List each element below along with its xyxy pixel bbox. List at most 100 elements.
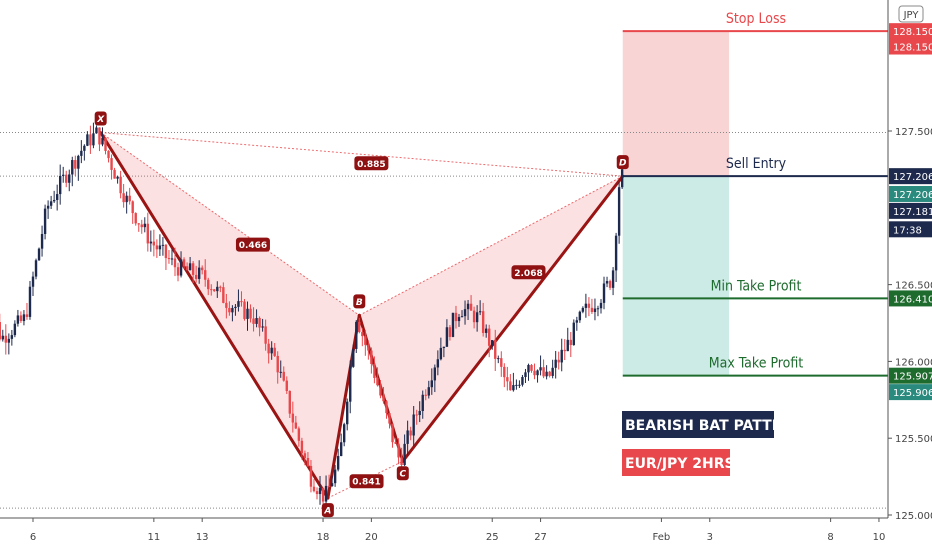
- ratio-label: 2.068: [514, 269, 542, 279]
- candle-body: [572, 322, 576, 346]
- axis-value-tag: [889, 290, 932, 307]
- candle-body: [512, 385, 515, 391]
- candle-body: [37, 248, 41, 261]
- price-tick-label: 125.500: [895, 434, 932, 445]
- candle-body: [104, 137, 107, 151]
- time-tick-label: Feb: [653, 532, 671, 543]
- candle-body: [291, 413, 295, 423]
- candle-body: [488, 328, 491, 346]
- candle-body: [382, 395, 385, 402]
- candle-body: [358, 321, 361, 333]
- candle-body: [255, 318, 258, 324]
- candle-body: [421, 394, 424, 412]
- price-axis-bg: [888, 0, 932, 550]
- pattern-leg-ab: [326, 313, 361, 500]
- candle-body: [173, 258, 177, 268]
- price-tick-label: 127.500: [895, 127, 932, 138]
- axis-value-label: 17:38: [893, 225, 922, 236]
- candle-body: [475, 312, 479, 323]
- candle-body: [533, 370, 536, 376]
- axis-value-label: 127.181: [893, 207, 932, 218]
- candle-body: [593, 308, 597, 313]
- candle-body: [599, 302, 603, 309]
- point-label-b: B: [356, 298, 363, 308]
- price-tick-label: 126.500: [895, 281, 932, 292]
- candle-body: [243, 301, 246, 319]
- candle-body: [406, 430, 409, 444]
- candle-body: [460, 316, 464, 318]
- candle-body: [204, 270, 207, 280]
- candle-body: [385, 401, 388, 414]
- candle-body: [436, 359, 440, 368]
- candle-body: [258, 318, 261, 328]
- candle-body: [143, 223, 146, 228]
- candle-body: [509, 381, 512, 391]
- candle-body: [13, 323, 17, 336]
- candle-body: [494, 340, 497, 359]
- candle-body: [279, 371, 282, 373]
- candle-body: [98, 127, 101, 145]
- level-label-sell-entry: Sell Entry: [726, 156, 787, 172]
- candle-body: [125, 195, 128, 203]
- candle-body: [539, 367, 542, 371]
- candle-body: [110, 158, 113, 170]
- candle-body: [608, 281, 612, 288]
- candle-body: [86, 134, 89, 146]
- candle-body: [52, 199, 56, 202]
- candle-body: [34, 260, 38, 277]
- ratio-badge: [349, 474, 384, 489]
- candle-body: [333, 469, 337, 484]
- candle-body: [152, 241, 156, 246]
- candle-body: [294, 422, 298, 429]
- candle-body: [140, 224, 143, 228]
- candle-body: [614, 235, 618, 271]
- candle-body: [433, 367, 437, 381]
- candle-body: [451, 312, 455, 337]
- candle-body: [210, 289, 213, 291]
- candle-body: [49, 201, 53, 206]
- candle-body: [569, 339, 572, 346]
- candle-body: [234, 306, 237, 309]
- candle-body: [62, 174, 65, 176]
- candle-body: [225, 302, 228, 308]
- axis-value-tag: [889, 384, 932, 401]
- time-tick-label: 25: [486, 532, 499, 543]
- candle-body: [22, 314, 26, 322]
- currency-tag-box: [898, 5, 924, 23]
- candle-body: [339, 442, 343, 457]
- ratio-badge: [354, 156, 389, 171]
- candle-body: [261, 326, 264, 328]
- time-tick-label: 6: [30, 532, 36, 543]
- candle-body: [179, 259, 183, 276]
- candle-body: [46, 205, 50, 209]
- candle-body: [19, 315, 23, 322]
- xb-connector: [100, 132, 360, 316]
- point-marker-b: [353, 294, 366, 309]
- candle-body: [25, 314, 29, 317]
- candle-body: [370, 350, 373, 364]
- candle-body: [113, 169, 116, 179]
- candle-body: [590, 307, 594, 313]
- candle-body: [515, 384, 518, 386]
- candle-body: [68, 174, 71, 183]
- candle-body: [119, 176, 122, 194]
- candle-body: [158, 245, 162, 250]
- candle-body: [424, 394, 427, 396]
- point-label-x: X: [96, 115, 105, 125]
- candle-body: [191, 263, 195, 275]
- candle-body: [566, 339, 569, 352]
- candle-body: [330, 483, 334, 487]
- candle-body: [207, 279, 210, 290]
- candle-body: [309, 465, 313, 487]
- stop-loss-zone: [622, 31, 730, 177]
- candle-body: [463, 309, 467, 317]
- level-label-min-take-profit: Min Take Profit: [711, 278, 802, 294]
- candle-body: [216, 286, 219, 292]
- candle-body: [342, 424, 346, 443]
- candle-body: [478, 311, 482, 313]
- candle-body: [0, 322, 1, 340]
- candle-body: [373, 363, 376, 378]
- candle-body: [101, 137, 104, 145]
- candle-body: [602, 283, 606, 303]
